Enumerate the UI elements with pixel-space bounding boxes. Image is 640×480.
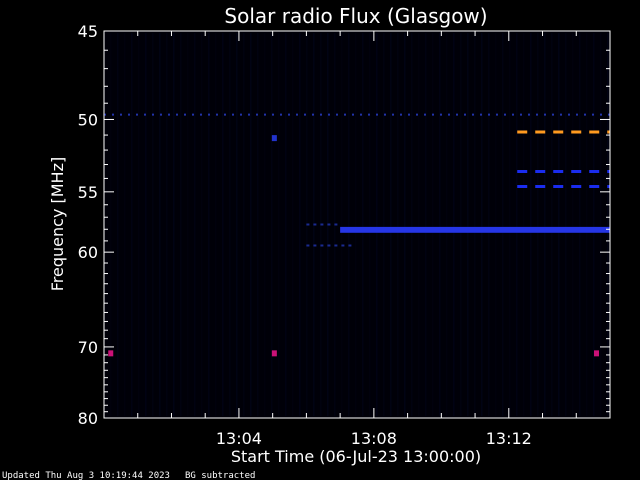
noise-streak (502, 33, 504, 416)
noise-streak (299, 33, 301, 416)
noise-streak (411, 33, 413, 416)
noise-streak (586, 33, 588, 416)
x-axis-ticks: 13:04 13:08 13:12 (137, 31, 577, 448)
noise-streak (607, 33, 609, 416)
noise-streak (138, 33, 140, 416)
y-tick-label: 55 (78, 183, 98, 202)
noise-streak (341, 33, 343, 416)
noise-streak (593, 33, 595, 416)
noise-streak (117, 33, 119, 416)
x-tick-label: 13:08 (351, 429, 397, 448)
burst-dot (271, 350, 277, 357)
noise-streak (488, 33, 490, 416)
noise-streak (201, 33, 203, 416)
noise-streak (495, 33, 497, 416)
noise-streak (208, 33, 210, 416)
noise-streak (509, 33, 511, 416)
noise-streak (278, 33, 280, 416)
y-tick-label: 70 (78, 338, 98, 357)
noise-streak (236, 33, 238, 416)
noise-streak (404, 33, 406, 416)
noise-streak (397, 33, 399, 416)
noise-streak (145, 33, 147, 416)
noise-streak (250, 33, 252, 416)
noise-streak (467, 33, 469, 416)
noise-streak (425, 33, 427, 416)
x-axis-label: Start Time (06-Jul-23 13:00:00) (231, 447, 481, 466)
noise-streak (110, 33, 112, 416)
noise-streak (173, 33, 175, 416)
noise-streak (257, 33, 259, 416)
noise-streak (516, 33, 518, 416)
noise-streak (558, 33, 560, 416)
noise-streak (572, 33, 574, 416)
x-tick-label: 13:12 (486, 429, 532, 448)
noise-streak (194, 33, 196, 416)
emission-features (104, 113, 610, 357)
chart-title: Solar radio Flux (Glasgow) (224, 4, 487, 28)
burst-dot (594, 350, 600, 357)
noise-streak (285, 33, 287, 416)
noise-streak (215, 33, 217, 416)
y-axis-ticks: 45 50 55 60 70 80 (78, 22, 610, 428)
noise-streak (243, 33, 245, 416)
noise-streak (439, 33, 441, 416)
burst-dot (108, 350, 114, 357)
plot-area (104, 31, 610, 418)
noise-streak (383, 33, 385, 416)
noise-streak (159, 33, 161, 416)
noise-streak (124, 33, 126, 416)
plot-frame (103, 30, 611, 419)
noise-streak (264, 33, 266, 416)
noise-streak (523, 33, 525, 416)
emission-band (340, 226, 610, 233)
noise-streak (579, 33, 581, 416)
y-tick-label: 45 (78, 22, 98, 41)
noise-streak (530, 33, 532, 416)
noise-streak (432, 33, 434, 416)
noise-streak (355, 33, 357, 416)
noise-streak (152, 33, 154, 416)
noise-streak (565, 33, 567, 416)
burst-dot (271, 135, 277, 142)
noise-streak (131, 33, 133, 416)
noise-streak (271, 33, 273, 416)
y-tick-label: 60 (78, 243, 98, 262)
noise-streak (376, 33, 378, 416)
noise-streak (453, 33, 455, 416)
noise-streak (348, 33, 350, 416)
noise-streak (390, 33, 392, 416)
noise-streak (166, 33, 168, 416)
noise-streak (292, 33, 294, 416)
noise-streak (537, 33, 539, 416)
noise-streak (362, 33, 364, 416)
noise-streak (446, 33, 448, 416)
noise-streak (600, 33, 602, 416)
noise-streak (222, 33, 224, 416)
noise-streak (369, 33, 371, 416)
noise-streak (544, 33, 546, 416)
noise-streak (180, 33, 182, 416)
y-axis-label: Frequency [MHz] (48, 157, 67, 291)
y-tick-label: 80 (78, 409, 98, 428)
noise-streak (187, 33, 189, 416)
noise-streak (229, 33, 231, 416)
y-tick-label: 50 (78, 110, 98, 129)
updated-timestamp: Updated Thu Aug 3 10:19:44 2023 (2, 471, 170, 480)
noise-streak (551, 33, 553, 416)
noise-streak (474, 33, 476, 416)
noise-streak (418, 33, 420, 416)
bg-subtracted-note: BG subtracted (185, 471, 255, 480)
noise-streak (481, 33, 483, 416)
x-tick-label: 13:04 (216, 429, 262, 448)
noise-streak (460, 33, 462, 416)
